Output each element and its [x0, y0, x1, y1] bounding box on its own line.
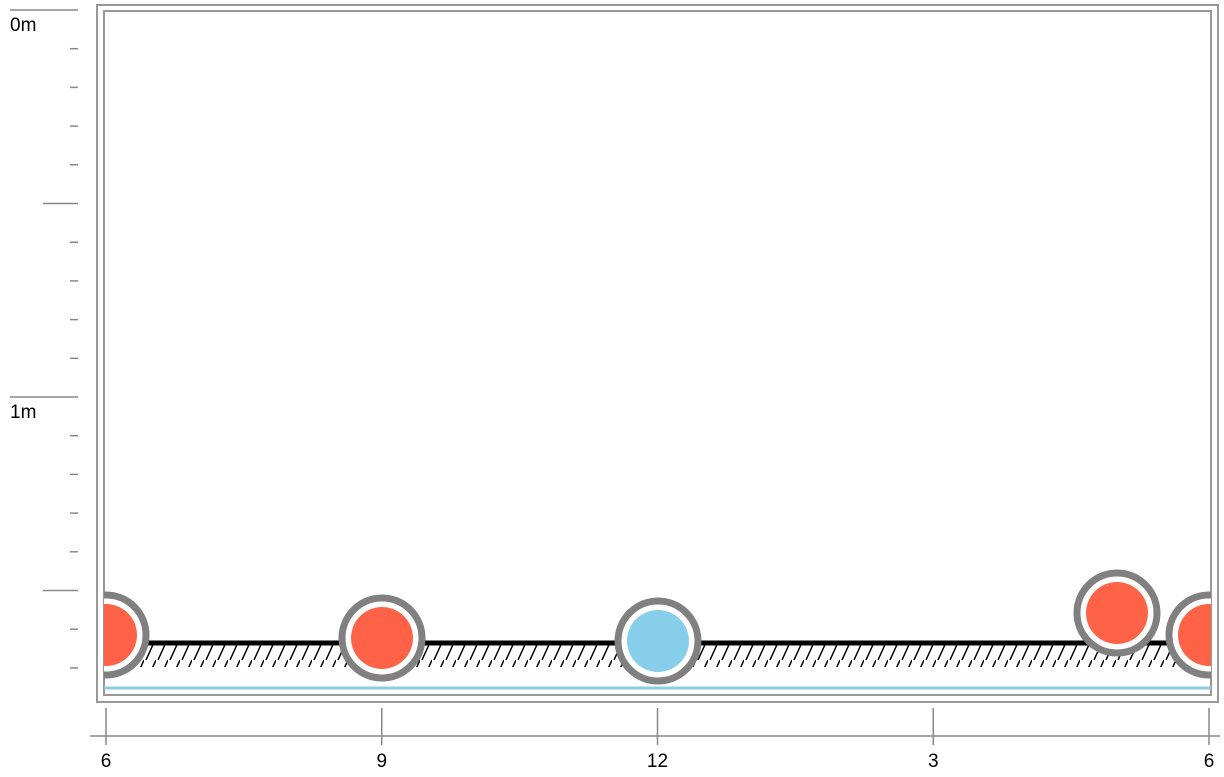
frame-inner [103, 10, 1212, 696]
time-label: 12 [647, 751, 668, 772]
time-label: 6 [1204, 751, 1215, 772]
ball [104, 591, 150, 679]
time-ticks: 6 9 12 3 6 [101, 708, 1215, 772]
depth-label: 1m [10, 402, 36, 423]
time-label: 9 [376, 751, 387, 772]
ball [1165, 591, 1211, 679]
ball [1073, 569, 1161, 657]
ball [338, 594, 426, 682]
scene [104, 569, 1211, 690]
depth-label: 0m [10, 15, 36, 36]
time-label: 6 [101, 751, 112, 772]
depth-ruler [10, 9, 78, 669]
frame-outer [96, 4, 1219, 703]
ball [614, 597, 702, 685]
time-label: 3 [928, 751, 939, 772]
